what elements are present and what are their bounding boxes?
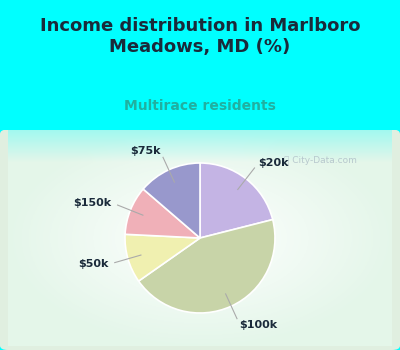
Wedge shape	[143, 163, 200, 238]
Text: $150k: $150k	[74, 198, 112, 208]
Wedge shape	[125, 189, 200, 238]
Text: ⓘ City-Data.com: ⓘ City-Data.com	[284, 155, 357, 164]
Text: $75k: $75k	[130, 147, 160, 156]
Text: $50k: $50k	[78, 259, 108, 270]
Wedge shape	[139, 219, 275, 313]
Text: Income distribution in Marlboro
Meadows, MD (%): Income distribution in Marlboro Meadows,…	[40, 17, 360, 56]
FancyBboxPatch shape	[0, 130, 400, 350]
Wedge shape	[125, 234, 200, 281]
Text: $100k: $100k	[240, 320, 278, 329]
Wedge shape	[200, 163, 273, 238]
Text: Multirace residents: Multirace residents	[124, 99, 276, 113]
Text: $20k: $20k	[258, 158, 289, 168]
